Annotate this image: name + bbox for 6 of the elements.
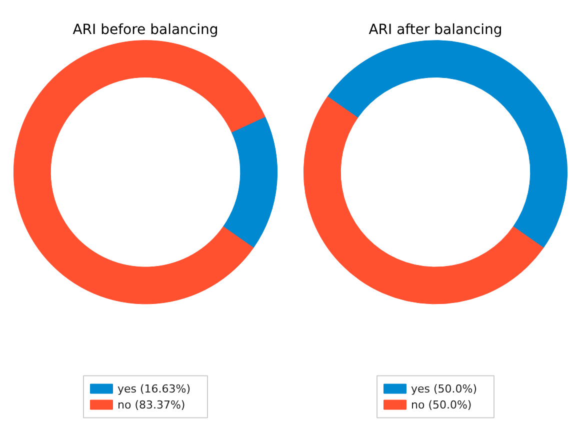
- legend-label: yes (16.63%): [118, 382, 191, 396]
- legend-label: no (83.37%): [118, 398, 186, 412]
- chart-title: ARI after balancing: [368, 22, 502, 38]
- legend-label: yes (50.0%): [411, 382, 478, 396]
- chart-title: ARI before balancing: [72, 22, 218, 38]
- legend-label: no (50.0%): [411, 398, 472, 412]
